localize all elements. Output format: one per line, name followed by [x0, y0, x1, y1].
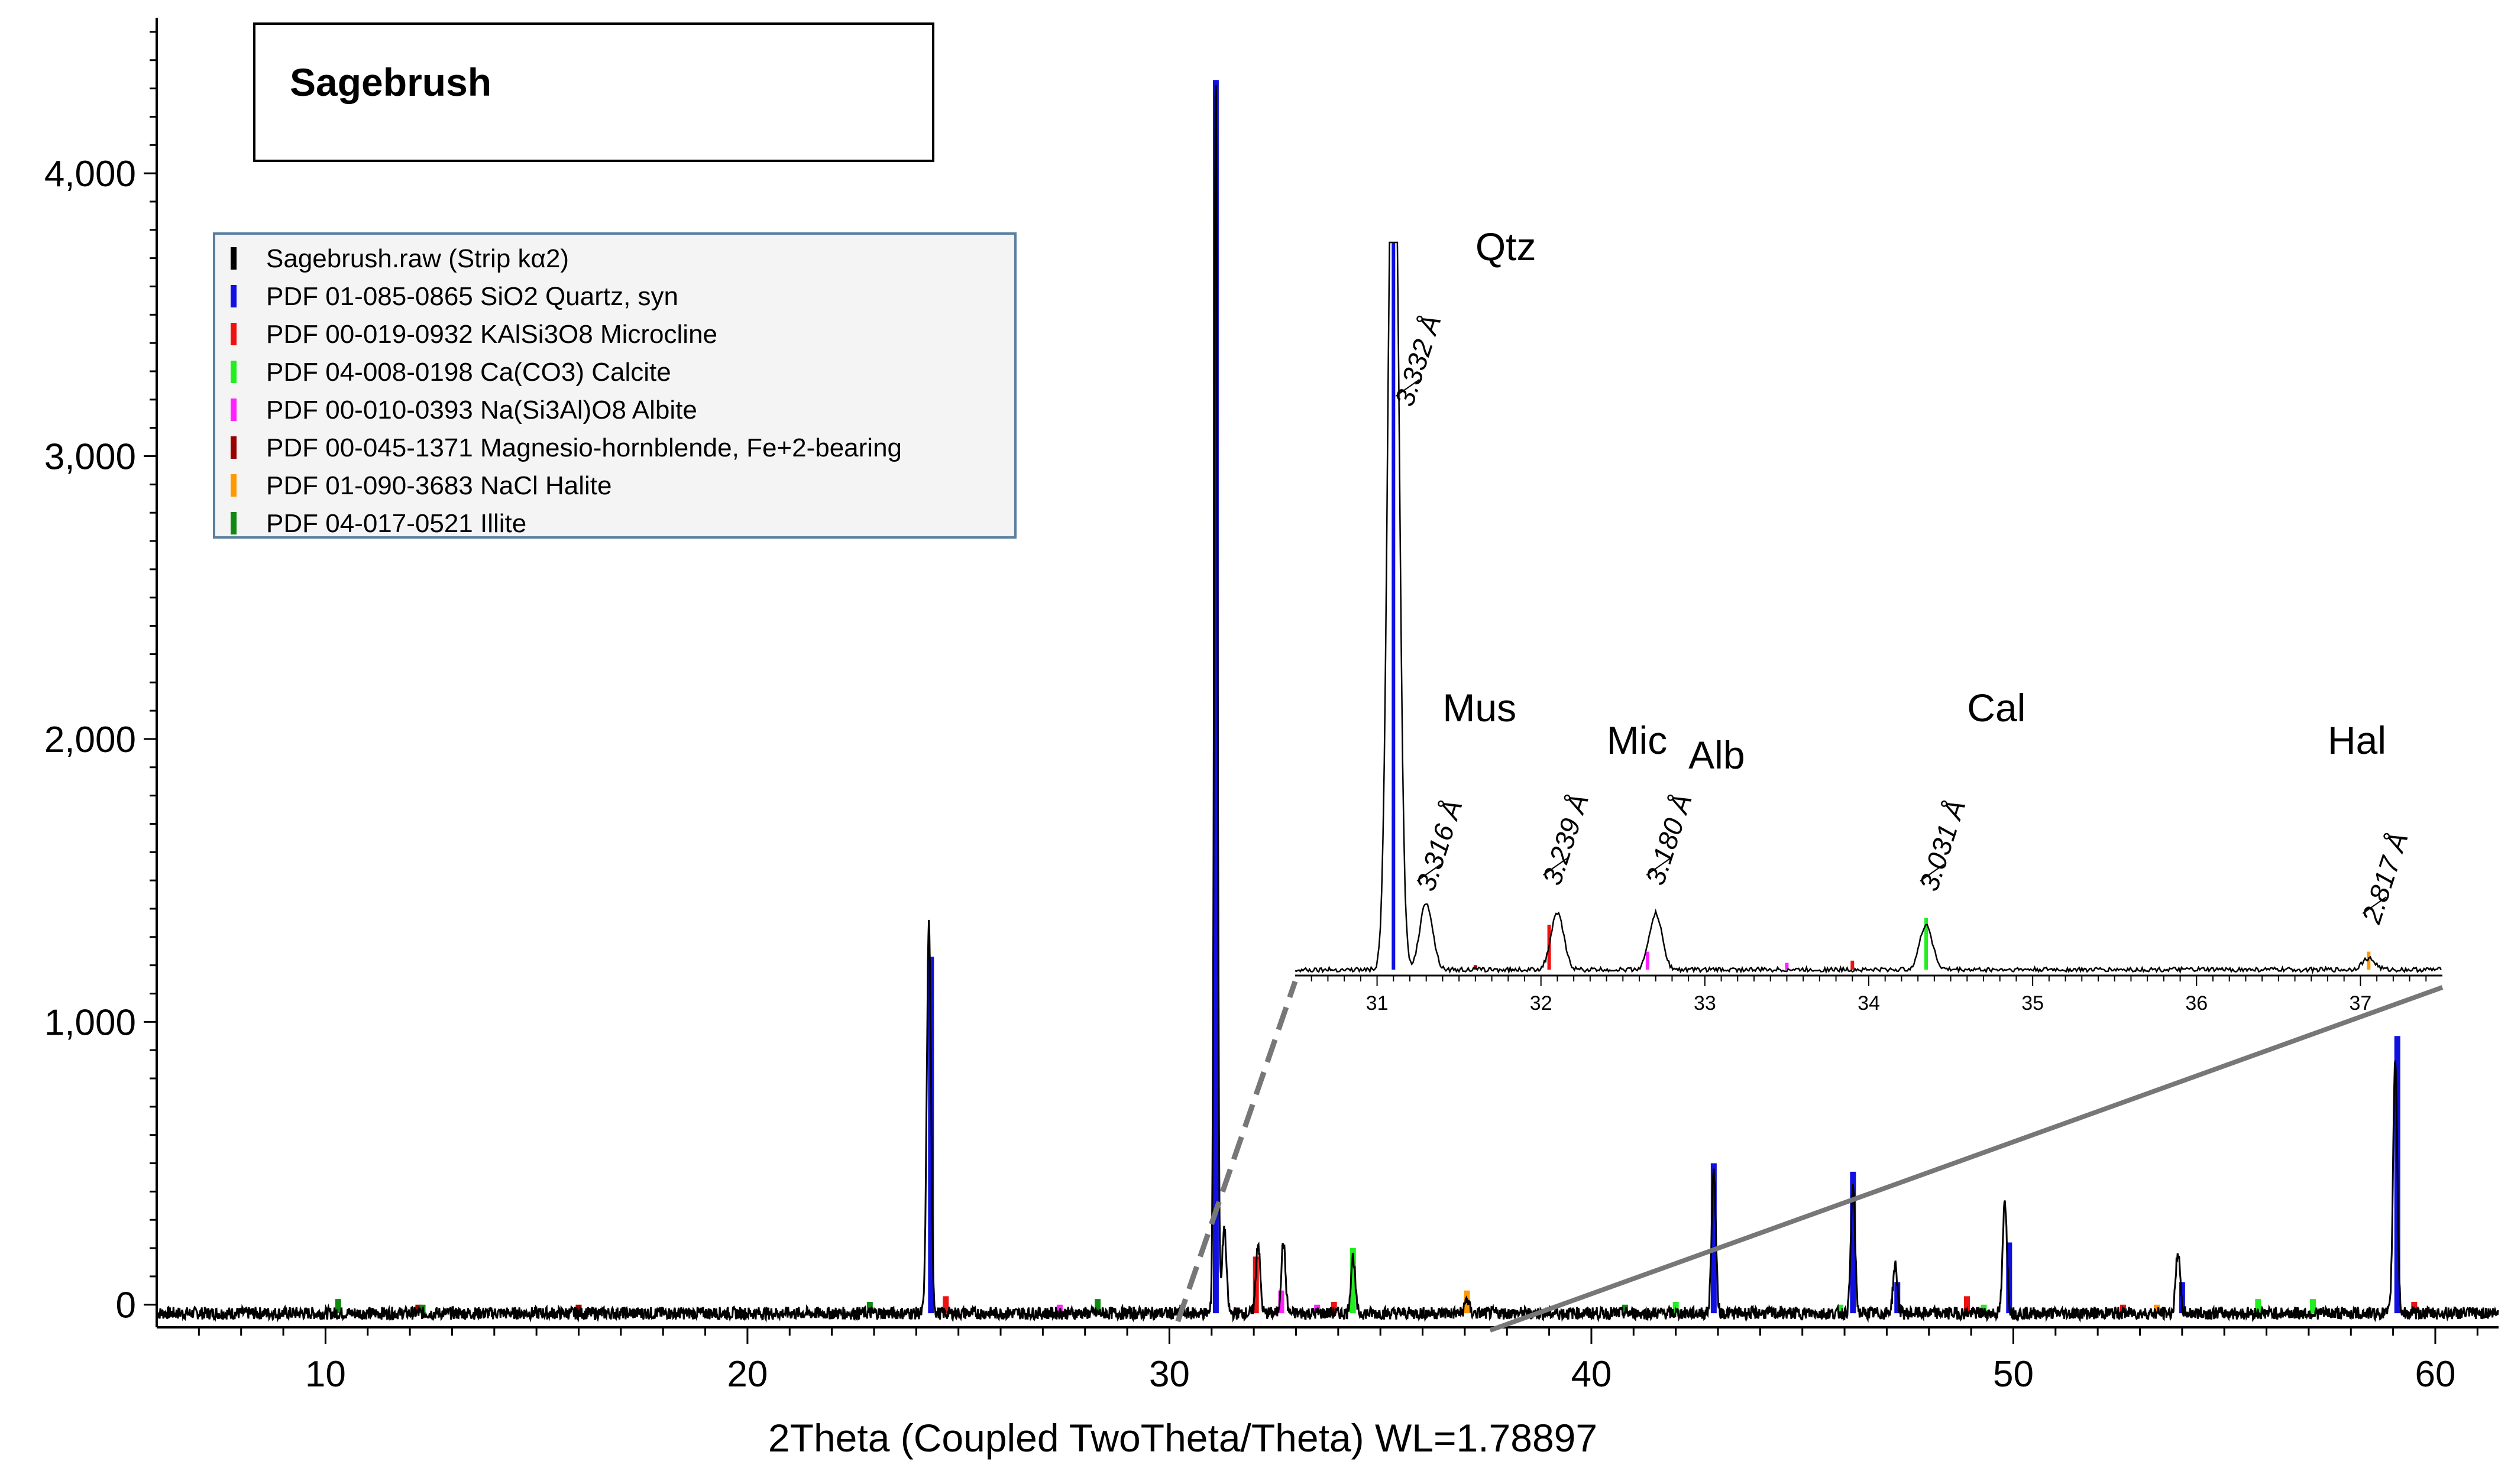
- d-spacing-leader: [1395, 379, 1420, 397]
- y-tick-label: 2,000: [44, 720, 136, 760]
- d-spacing-label: 3.180 Å: [1639, 790, 1697, 889]
- d-spacing-label: 3.332 Å: [1389, 311, 1447, 410]
- phase-labels: Qtz Mus Mic Alb Cal Hal: [1442, 225, 2386, 777]
- inset-tick-label: 37: [2350, 992, 2372, 1015]
- chart-title: Sagebrush: [290, 60, 491, 104]
- phase-label: Hal: [2328, 718, 2386, 762]
- legend-label: PDF 04-017-0521 Illite: [266, 509, 526, 538]
- d-spacing-label: 3.239 Å: [1536, 790, 1594, 889]
- legend-swatch: [231, 474, 237, 497]
- x-axis-ticks: 10 20 30 40 50 60: [198, 1327, 2478, 1395]
- legend-label: PDF 00-045-1371 Magnesio-hornblende, Fe+…: [266, 433, 902, 462]
- y-tick-label: 3,000: [44, 437, 136, 478]
- y-tick-label: 0: [116, 1285, 136, 1326]
- inset-tick-label: 33: [1694, 992, 1716, 1015]
- d-spacing-leader: [1416, 864, 1441, 882]
- legend-swatch: [231, 361, 237, 383]
- inset-diffraction-trace: [1295, 241, 2442, 974]
- legend-swatch: [231, 285, 237, 307]
- phase-label: Mic: [1607, 718, 1668, 762]
- phase-label: Mus: [1442, 686, 1516, 730]
- zoom-connector-right: [1489, 985, 2444, 1333]
- title-box: Sagebrush: [253, 22, 934, 162]
- inset-tick-label: 32: [1530, 992, 1552, 1015]
- inset-plot: 31 32 33 34 35 36 37 Qtz Mus Mic Alb Cal Hal 3.332 …: [1295, 225, 2442, 1015]
- diffraction-trace: [156, 85, 2499, 1323]
- legend-swatch: [231, 323, 237, 345]
- zoom-connectors: [1175, 980, 2444, 1333]
- legend-label: PDF 00-010-0393 Na(Si3Al)O8 Albite: [266, 396, 697, 425]
- x-tick-label: 40: [1571, 1354, 1612, 1395]
- legend-label: PDF 01-085-0865 SiO2 Quartz, syn: [266, 282, 678, 311]
- y-axis-ticks: 0 1,000 2,000 3,000 4,000: [44, 31, 157, 1326]
- phase-label: Qtz: [1475, 225, 1536, 268]
- x-tick-label: 10: [305, 1354, 346, 1395]
- legend-label: PDF 01-090-3683 NaCl Halite: [266, 471, 612, 500]
- d-spacing-label: 3.316 Å: [1410, 796, 1468, 895]
- d-spacing-leader: [1646, 858, 1671, 876]
- phase-label: Cal: [1967, 686, 2025, 730]
- d-spacing-labels: 3.332 Å 3.316 Å 3.239 Å 3.180 Å 3.031 Å 2.817…: [1389, 311, 2414, 928]
- x-tick-label: 20: [727, 1354, 768, 1395]
- y-tick-label: 1,000: [44, 1002, 136, 1043]
- legend-swatch: [231, 512, 237, 534]
- legend-swatch: [231, 398, 237, 421]
- x-tick-label: 30: [1149, 1354, 1190, 1395]
- inset-tick-label: 35: [2021, 992, 2044, 1015]
- d-spacing-leader: [1920, 864, 1944, 882]
- legend-label: PDF 00-019-0932 KAlSi3O8 Microcline: [266, 320, 717, 349]
- x-axis-title: 2Theta (Coupled TwoTheta/Theta) WL=1.788…: [768, 1416, 1597, 1460]
- inset-tick-label: 31: [1366, 992, 1389, 1015]
- x-tick-label: 60: [2415, 1354, 2455, 1395]
- inset-reference-sticks: [1392, 242, 2371, 970]
- phase-label: Alb: [1688, 733, 1745, 777]
- d-spacing-label: 2.817 Å: [2355, 828, 2414, 928]
- main-plot: 0 1,000 2,000 3,000 4,000 10 20 30 40 50 60: [44, 18, 2499, 1395]
- legend-swatch: [231, 436, 237, 459]
- legend: Sagebrush.raw (Strip kα2) PDF 01-085-0865…: [213, 232, 1017, 539]
- zoom-connector-left: [1175, 980, 1298, 1323]
- legend-swatch: [231, 247, 237, 270]
- d-spacing-leader: [2362, 896, 2387, 914]
- y-tick-label: 4,000: [44, 154, 136, 195]
- inset-tick-label: 36: [2185, 992, 2208, 1015]
- d-spacing-leader: [1542, 858, 1568, 876]
- inset-tick-label: 34: [1858, 992, 1880, 1015]
- x-tick-label: 50: [1993, 1354, 2034, 1395]
- legend-label: Sagebrush.raw (Strip kα2): [266, 244, 569, 273]
- d-spacing-label: 3.031 Å: [1913, 796, 1971, 895]
- legend-label: PDF 04-008-0198 Ca(CO3) Calcite: [266, 358, 671, 387]
- inset-x-axis-ticks: 31 32 33 34 35 36 37: [1310, 976, 2427, 1015]
